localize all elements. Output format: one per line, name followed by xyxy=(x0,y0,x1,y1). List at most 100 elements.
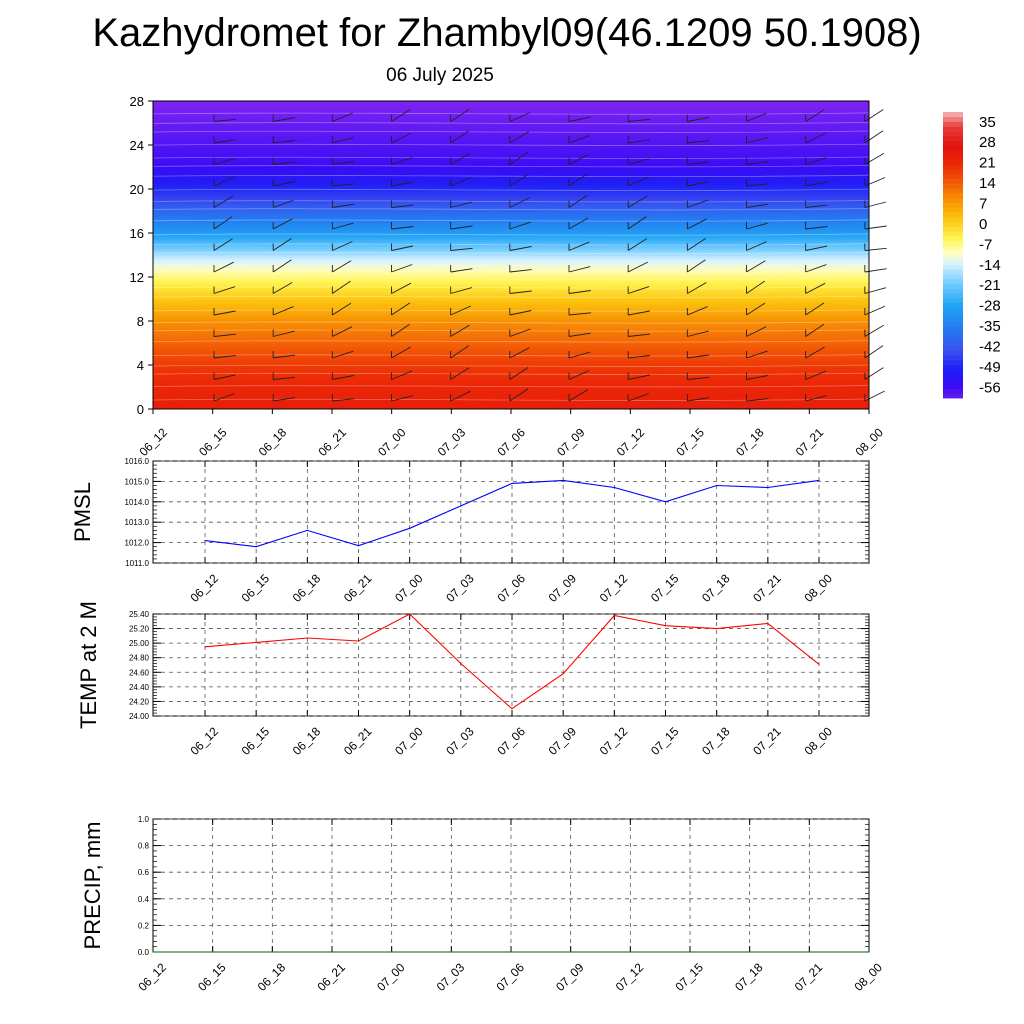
colorbar-segment xyxy=(943,150,963,156)
y-tick-label: 1011.0 xyxy=(125,559,149,568)
wind-barb xyxy=(746,260,766,273)
temp2m-point xyxy=(204,646,206,648)
wind-barb xyxy=(746,203,769,208)
x-tick-label: 06_15 xyxy=(239,571,273,605)
wind-barb xyxy=(568,266,591,273)
colorbar-segment xyxy=(943,307,963,313)
wind-barb xyxy=(509,367,529,380)
wind-barb xyxy=(272,259,292,273)
wind-barb xyxy=(273,117,295,122)
wind-barb xyxy=(273,397,295,402)
wind-barb xyxy=(568,370,590,380)
colorbar-segment xyxy=(943,159,963,165)
temp2m-point xyxy=(460,662,462,665)
x-tick-label: 07_12 xyxy=(597,724,631,758)
wind-barb xyxy=(687,397,710,402)
wind-barb xyxy=(391,157,413,165)
y-tick-label: 1012.0 xyxy=(125,539,150,548)
precip-point xyxy=(271,951,273,953)
wind-barb xyxy=(568,194,588,208)
wind-barb xyxy=(272,282,293,294)
precip-point xyxy=(152,951,154,953)
wind-barb xyxy=(805,323,825,337)
precip-point xyxy=(808,951,810,953)
x-tick-label: 07_21 xyxy=(793,425,827,459)
wind-barb xyxy=(627,261,649,273)
x-tick-label: 07_21 xyxy=(750,724,784,758)
colorbar-segment xyxy=(943,297,963,304)
colorbar-segment xyxy=(943,226,963,232)
contour-line xyxy=(152,156,870,159)
colorbar-segment xyxy=(943,331,963,337)
wind-barb xyxy=(628,333,651,337)
y-tick-label: 24 xyxy=(130,138,144,153)
wind-barb xyxy=(864,130,884,144)
wind-barb xyxy=(450,324,470,337)
wind-barb xyxy=(509,269,532,273)
precip-point xyxy=(212,951,214,953)
y-tick-label: 1013.0 xyxy=(125,518,150,527)
x-tick-label: 06_21 xyxy=(315,425,349,459)
temp2m-ylabel: TEMP at 2 M xyxy=(76,601,101,729)
wind-barb xyxy=(509,290,532,294)
colorbar-segment xyxy=(943,188,963,194)
y-tick-label: 24.00 xyxy=(129,712,150,721)
x-tick-label: 07_18 xyxy=(699,724,733,758)
temp2m-point xyxy=(511,708,513,710)
colorbar-segment xyxy=(943,183,963,189)
wind-barb xyxy=(509,112,531,122)
colorbar-segment xyxy=(943,164,963,170)
wind-barb xyxy=(746,241,767,251)
pmsl-point xyxy=(613,486,615,489)
wind-barb xyxy=(213,238,233,251)
colorbar-segment xyxy=(943,350,963,356)
y-tick-label: 24.60 xyxy=(129,668,150,677)
precip-point xyxy=(629,951,631,953)
wind-barb xyxy=(509,131,529,144)
y-tick-label: 25.20 xyxy=(129,625,150,634)
colorbar-label: 21 xyxy=(979,155,996,172)
wind-barb xyxy=(450,153,470,165)
wind-barb xyxy=(687,218,708,230)
wind-barb xyxy=(332,241,353,251)
wind-barb xyxy=(864,390,885,402)
colorbar-segment xyxy=(943,293,963,299)
pmsl-point xyxy=(357,545,360,547)
colorbar-segment xyxy=(943,288,963,294)
wind-barb xyxy=(687,181,709,187)
wind-barb xyxy=(332,112,353,122)
x-tick-label: 07_00 xyxy=(392,571,426,605)
wind-barb xyxy=(450,177,472,187)
wind-barb xyxy=(628,355,651,359)
colorbar-label: -14 xyxy=(979,257,1001,274)
precip-point xyxy=(450,951,452,953)
colorbar-segment xyxy=(943,112,963,118)
contour-line xyxy=(152,200,870,203)
wind-barb xyxy=(628,158,650,165)
colorbar-label: -28 xyxy=(979,298,1001,315)
precip-point xyxy=(868,951,870,953)
x-tick-label: 06_15 xyxy=(239,724,273,758)
wind-barb xyxy=(272,218,293,230)
wind-barb xyxy=(864,367,884,380)
wind-barb xyxy=(509,197,530,208)
wind-barb xyxy=(332,302,352,316)
x-tick-label: 06_12 xyxy=(187,724,221,758)
x-tick-label: 07_15 xyxy=(648,724,682,758)
wind-barb xyxy=(687,161,710,165)
wind-barb xyxy=(864,268,887,273)
contour-line xyxy=(152,112,870,115)
wind-barb xyxy=(332,137,354,144)
wind-barb xyxy=(746,375,769,380)
colorbar-segment xyxy=(943,340,963,346)
x-tick-label: 08_00 xyxy=(851,960,885,994)
wind-barb xyxy=(805,109,825,122)
x-tick-label: 07_06 xyxy=(494,425,528,459)
wind-barb xyxy=(687,259,706,273)
wind-barb xyxy=(509,246,532,251)
pmsl-point xyxy=(255,546,257,548)
wind-barb xyxy=(332,203,355,208)
wind-barb xyxy=(213,261,234,273)
wind-barb xyxy=(332,260,352,273)
wind-barb xyxy=(213,139,236,144)
